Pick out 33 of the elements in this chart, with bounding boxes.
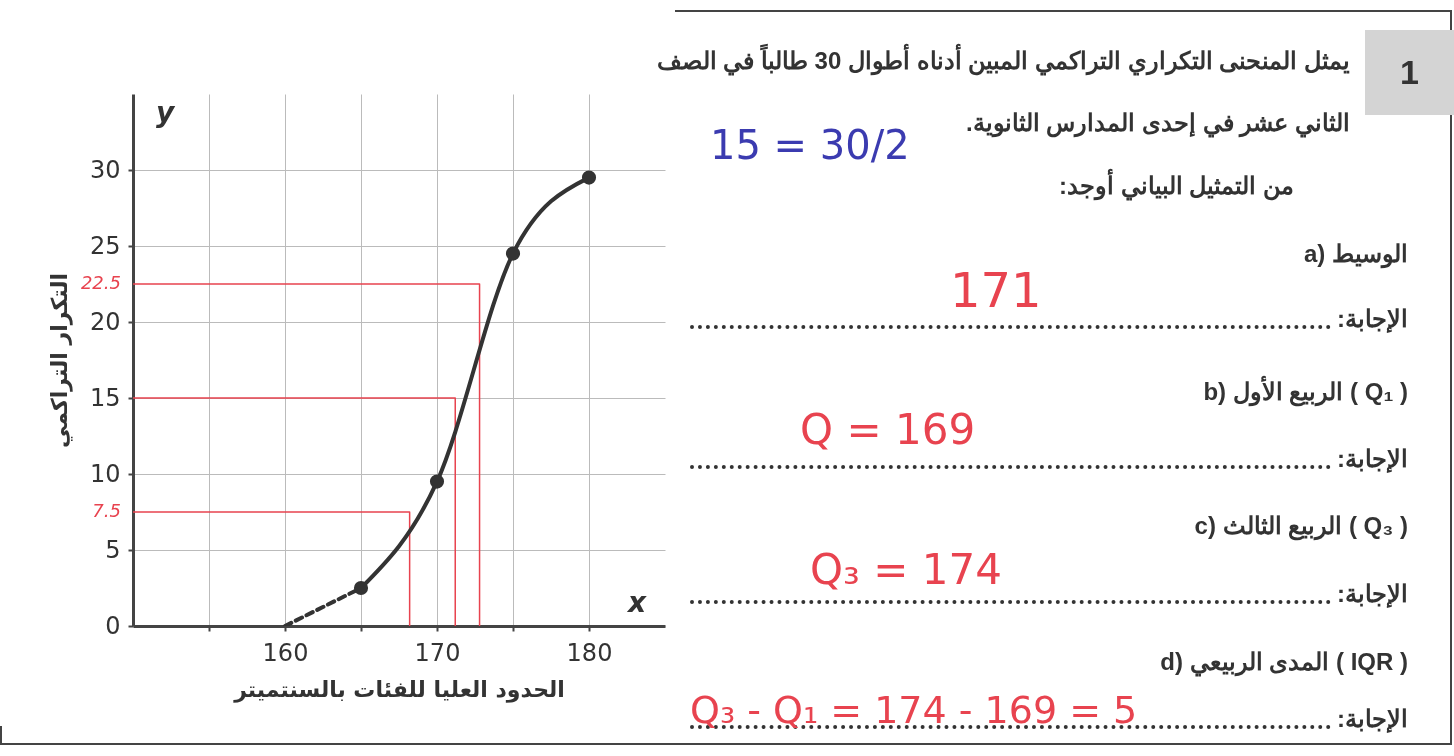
text: الإجابة: <box>1337 580 1408 608</box>
point <box>353 580 369 596</box>
text: الإجابة: <box>1337 445 1408 473</box>
x-tick-label: 160 <box>262 638 309 667</box>
text: Q = 169 <box>800 405 976 454</box>
x-axis-title: الحدود العليا للفئات بالسنتميتر <box>233 676 565 703</box>
text: Q₃ = 174 <box>810 545 1002 594</box>
point <box>429 474 445 489</box>
annotation: 22.5 <box>80 272 121 293</box>
annotation: x <box>628 586 647 619</box>
y-tick-label: 15 <box>89 383 121 412</box>
text: Q₃ - Q₁ = 174 - 169 = 5 <box>690 688 1138 732</box>
point <box>581 170 597 185</box>
annotation: y <box>156 96 175 129</box>
text: 171 <box>950 262 1042 318</box>
text: الإجابة: <box>1337 305 1408 333</box>
text: c) الربيع الثالث ( Q₃ ) <box>1194 512 1408 540</box>
annotation: 7.5 <box>92 500 121 521</box>
text: b) الربيع الأول ( Q₁ ) <box>1203 378 1408 406</box>
y-tick-label: 30 <box>89 155 121 184</box>
text: a) الوسيط <box>1303 240 1408 268</box>
y-tick-label: 10 <box>89 459 121 488</box>
y-tick-label: 20 <box>89 307 121 336</box>
x-tick-label: 180 <box>566 638 613 667</box>
point <box>505 246 521 261</box>
text: 1 <box>1365 30 1454 115</box>
y-axis-title: التكرار التراكمي <box>46 273 73 448</box>
text: d) المدى الربيعي ( IQR ) <box>1160 648 1408 676</box>
y-tick-label: 25 <box>89 231 121 260</box>
y-tick-label: 0 <box>105 611 121 640</box>
text: الإجابة: <box>1337 705 1408 733</box>
x-tick-label: 170 <box>414 638 461 667</box>
y-tick-label: 5 <box>105 535 121 564</box>
